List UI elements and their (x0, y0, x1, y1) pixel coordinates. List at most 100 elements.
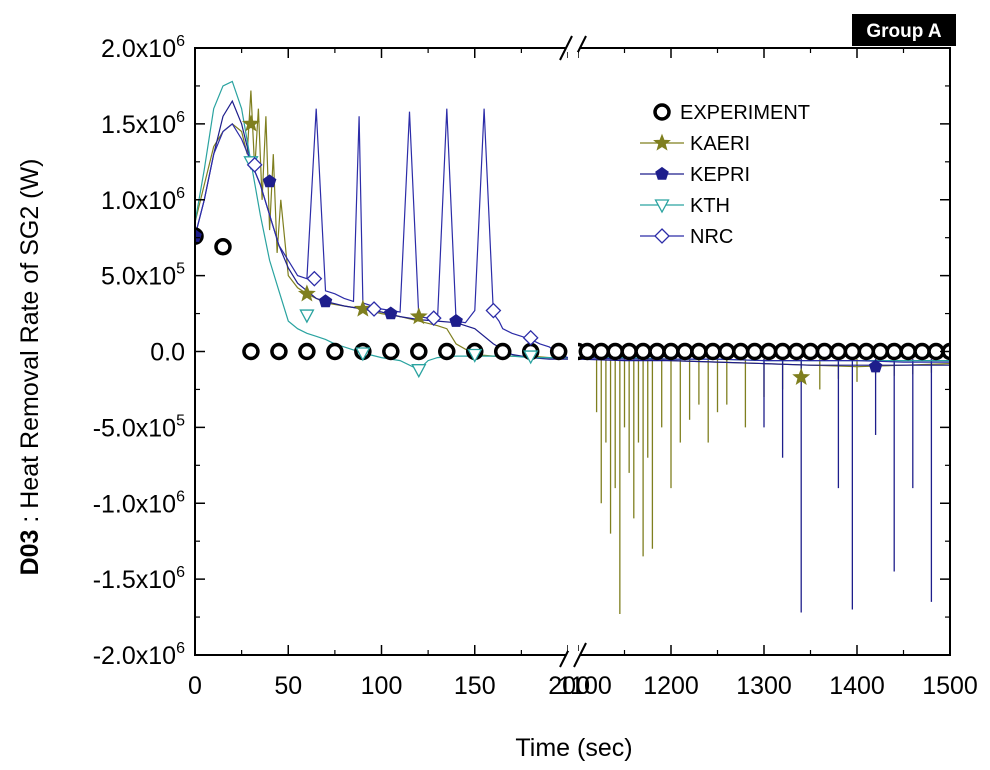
series-kth-point (411, 364, 427, 379)
series-experiment-point-shape (648, 342, 666, 361)
legend-item-experiment: EXPERIMENT (653, 102, 810, 124)
legend-item-kth: KTH (640, 195, 730, 217)
series-experiment-point (298, 342, 316, 361)
y-tick-mantissa: -2.0x10 (93, 642, 176, 670)
y-tick-exponent: 6 (176, 640, 185, 657)
legend-marker-nrc (654, 228, 670, 244)
series-experiment-point (913, 342, 931, 361)
y-tick-label: -1.5x106 (93, 564, 185, 594)
group-badge-background (852, 14, 956, 46)
axis-break-slash (559, 35, 573, 61)
y-axis-title: D03 : Heat Removal Rate of SG2 (W) (16, 159, 44, 576)
axis-break-gap (566, 44, 580, 52)
series-nrc-point (485, 302, 502, 319)
series-experiment-point (214, 238, 232, 256)
series-nrc-point (522, 329, 539, 346)
series-experiment-point (899, 342, 917, 361)
series-nrc-point (366, 301, 382, 317)
series-nrc-point (306, 270, 323, 287)
series-kth-point (467, 348, 483, 363)
series-experiment-point (773, 342, 792, 361)
series-experiment-point (885, 342, 903, 361)
series-kepri-point (262, 174, 277, 188)
x-tick-label: 1400 (829, 672, 885, 700)
series-kaeri-line (195, 90, 568, 359)
series-experiment-point (787, 342, 806, 361)
series-kth-point (355, 347, 371, 362)
legend-marker-kaeri-shape (653, 133, 671, 151)
series-experiment-point (242, 342, 260, 361)
series-nrc-point-shape (425, 310, 442, 327)
legend-marker-experiment-shape (653, 103, 671, 121)
axes: 2.0x1061.5x1061.0x1065.0x1050.0-5.0x105-… (93, 33, 978, 700)
legend-marker-kepri (655, 166, 669, 180)
y-axis-title-text: : Heat Removal Rate of SG2 (W) (16, 159, 44, 530)
y-tick-label: 1.0x106 (101, 185, 185, 215)
y-tick-mantissa: 2.0x10 (101, 35, 176, 63)
series-nrc-point (246, 156, 263, 173)
y-tick-mantissa: -5.0x10 (93, 414, 176, 442)
series-experiment-point-shape (732, 342, 750, 361)
series-experiment-point-shape (745, 342, 764, 361)
legend-item-nrc: NRC (640, 226, 733, 248)
legend-label-kepri: KEPRI (690, 164, 750, 186)
series-experiment-point (438, 342, 456, 361)
series-experiment-point-shape (410, 342, 428, 361)
axis-break (559, 35, 587, 668)
series-experiment-point-shape (787, 342, 806, 361)
series-experiment-point (662, 342, 680, 361)
series-experiment-point-shape (606, 342, 624, 361)
series-experiment-point-shape (493, 342, 512, 361)
series-nrc-point-shape (366, 301, 382, 317)
series-kaeri-point (297, 284, 316, 302)
series-experiment-point (410, 342, 428, 361)
y-tick-label: 2.0x106 (101, 33, 185, 63)
series-nrc-point-shape (522, 329, 539, 346)
series-experiment-point (815, 342, 834, 361)
series-experiment-point-shape (634, 342, 652, 361)
series-kaeri-point-shape (353, 299, 372, 317)
series-nrc-point-shape (485, 302, 502, 319)
y-tick-mantissa: -1.5x10 (93, 566, 176, 594)
x-tick-label: 1200 (643, 672, 699, 700)
series-experiment-point (270, 342, 288, 361)
group-badge: Group A (852, 14, 956, 46)
y-tick-exponent: 6 (176, 488, 185, 505)
y-tick-exponent: 6 (176, 185, 185, 202)
series-kepri-point-shape (318, 294, 333, 308)
plot-content (195, 80, 950, 615)
series-experiment-point-shape (829, 342, 848, 361)
x-axis-title: Time (sec) (515, 734, 632, 762)
legend: EXPERIMENT KAERI KEPRI KTH NRC (640, 102, 810, 248)
series-experiment-point-shape (843, 342, 862, 361)
y-tick-label: 0.0 (150, 339, 185, 367)
y-tick-mantissa: 0.0 (150, 339, 185, 367)
y-tick-exponent: 5 (176, 412, 185, 429)
legend-label-nrc: NRC (690, 226, 733, 248)
series-kepri-point (384, 306, 398, 320)
series-experiment-point (732, 342, 750, 361)
y-tick-exponent: 6 (176, 109, 185, 126)
series-nrc-point-shape (246, 156, 263, 173)
series-experiment-point-shape (438, 342, 456, 361)
series-kepri-point (449, 313, 463, 327)
series-experiment-point-shape (382, 342, 400, 361)
y-tick-exponent: 6 (176, 564, 185, 581)
series-experiment-point (592, 342, 610, 361)
series-experiment-point (745, 342, 764, 361)
series-kepri-point-shape (384, 306, 398, 320)
series-experiment-point (648, 342, 666, 361)
series-kepri-point (318, 294, 333, 308)
series-experiment-point-shape (801, 342, 820, 361)
y-tick-label: 1.5x106 (101, 109, 185, 139)
series-kth-point (299, 309, 315, 324)
axis-break-gap (566, 651, 580, 659)
series-experiment-point-shape (270, 342, 288, 361)
y-tick-label: 5.0x105 (101, 261, 185, 291)
x-tick-label: 1500 (922, 672, 978, 700)
series-experiment-point-shape (690, 342, 708, 361)
legend-marker-kth-shape (654, 199, 670, 214)
series-kth-point-shape (299, 309, 315, 324)
y-tick-mantissa: 1.0x10 (101, 187, 176, 215)
series-experiment-point-shape (871, 342, 889, 361)
